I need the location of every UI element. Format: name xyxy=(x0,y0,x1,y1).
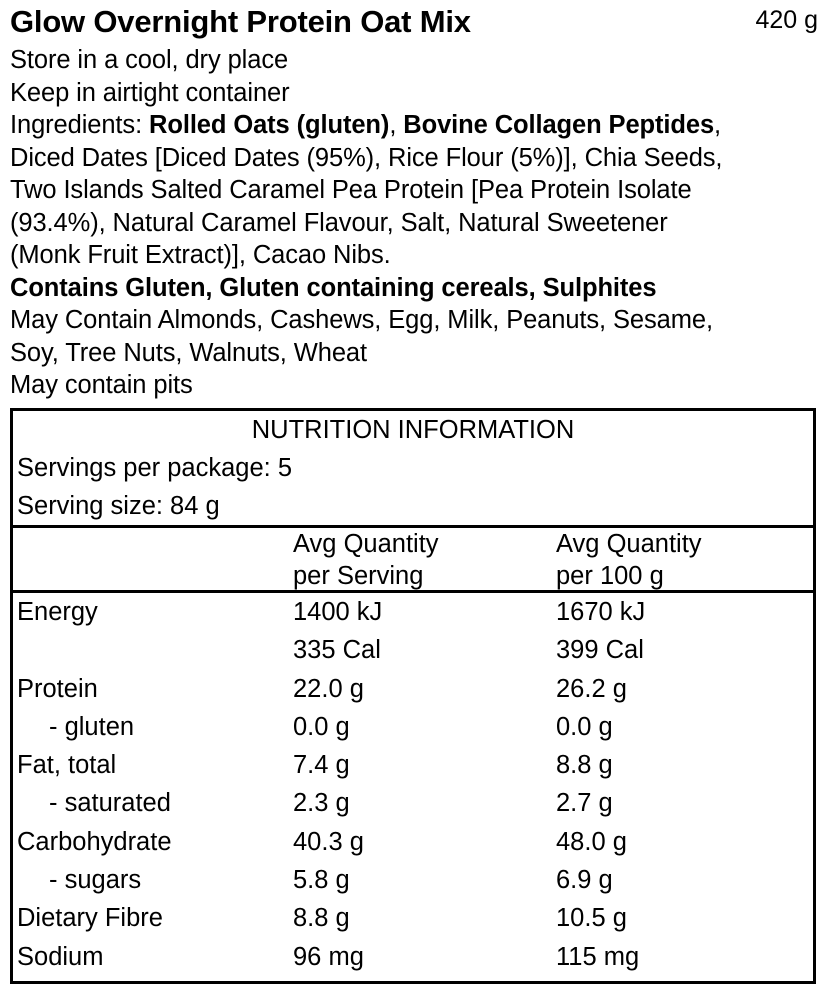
ingredients-line: (Monk Fruit Extract)], Cacao Nibs. xyxy=(10,241,391,269)
per-serving-value: 1400 kJ xyxy=(293,598,383,626)
may-contain-line: Soy, Tree Nuts, Walnuts, Wheat xyxy=(10,338,367,367)
nutrient-name: - sugars xyxy=(49,866,142,895)
nutrition-row: - gluten 0.0 g 0.0 g xyxy=(13,708,813,746)
per-serving-value: 7.4 g xyxy=(293,751,350,780)
ingredient-bold: Bovine Collagen Peptides xyxy=(403,111,715,139)
nutrition-rows: Energy 1400 kJ 1670 kJ 335 Cal 399 Cal Protei… xyxy=(13,593,813,976)
nutrient-name: Dietary Fibre xyxy=(17,904,163,933)
per-serving-value: 40.3 g xyxy=(293,827,364,856)
ingredients-label: Ingredients: xyxy=(10,111,150,139)
per-serving-value: 5.8 g xyxy=(293,866,350,895)
column-headers: Avg Quantity per Serving Avg Quantity pe… xyxy=(13,528,813,590)
product-name: Glow Overnight Protein Oat Mix xyxy=(10,4,471,39)
nutrient-name: Carbohydrate xyxy=(17,827,172,856)
per-serving-value: 335 Cal xyxy=(293,636,381,665)
per-serving-value: 2.3 g xyxy=(293,789,350,818)
nutrition-row: - saturated 2.3 g 2.7 g xyxy=(13,784,813,822)
nutrition-row: Energy 1400 kJ 1670 kJ xyxy=(13,593,813,631)
separator: , xyxy=(389,111,404,139)
nutrition-row: Fat, total 7.4 g 8.8 g xyxy=(13,746,813,784)
serving-size: Serving size: 84 g xyxy=(17,492,220,520)
per-100g-value: 10.5 g xyxy=(556,904,627,933)
per-100g-value: 2.7 g xyxy=(556,789,613,818)
nutrient-name: Fat, total xyxy=(17,751,117,780)
per-100g-value: 6.9 g xyxy=(556,866,613,895)
nutrition-panel: NUTRITION INFORMATION Servings per packa… xyxy=(10,408,816,984)
header-per-100g: Avg Quantity per 100 g xyxy=(556,528,702,592)
nutrition-row: Sodium 96 mg 115 mg xyxy=(13,938,813,976)
contains-statement: Contains Gluten, Gluten containing cerea… xyxy=(10,273,657,302)
storage-line: Keep in airtight container xyxy=(10,78,290,107)
ingredients-line: Two Islands Salted Caramel Pea Protein [… xyxy=(10,176,692,204)
per-serving-value: 22.0 g xyxy=(293,674,364,703)
nutrition-row: Dietary Fibre 8.8 g 10.5 g xyxy=(13,899,813,937)
servings-per-package: Servings per package: 5 xyxy=(17,454,292,482)
ingredients-line: (93.4%), Natural Caramel Flavour, Salt, … xyxy=(10,208,668,237)
per-100g-value: 0.0 g xyxy=(556,712,613,741)
nutrient-name: Sodium xyxy=(17,942,104,971)
ingredients-first-line: Ingredients: Rolled Oats (gluten), Bovin… xyxy=(10,109,820,142)
may-contain-line: May Contain Almonds, Cashews, Egg, Milk,… xyxy=(10,306,713,334)
divider xyxy=(13,525,813,528)
nutrient-name: - saturated xyxy=(49,789,171,818)
per-100g-value: 115 mg xyxy=(556,942,640,971)
label-text: Glow Overnight Protein Oat Mix 420 g Sto… xyxy=(10,0,820,402)
storage-line: Store in a cool, dry place xyxy=(10,46,289,74)
pits-warning: May contain pits xyxy=(10,371,193,399)
ingredients-line: Diced Dates [Diced Dates (95%), Rice Flo… xyxy=(10,143,723,172)
per-100g-value: 48.0 g xyxy=(556,827,627,856)
title-row: Glow Overnight Protein Oat Mix 420 g xyxy=(10,0,820,44)
nutrition-row: - sugars 5.8 g 6.9 g xyxy=(13,861,813,899)
per-serving-value: 96 mg xyxy=(293,942,364,971)
per-100g-value: 1670 kJ xyxy=(556,598,646,626)
per-serving-value: 0.0 g xyxy=(293,712,350,741)
separator: , xyxy=(714,111,722,139)
header-line: per 100 g xyxy=(556,562,664,590)
per-100g-value: 26.2 g xyxy=(556,674,627,703)
header-line: Avg Quantity xyxy=(556,530,702,558)
net-weight: 420 g xyxy=(755,6,818,34)
per-serving-value: 8.8 g xyxy=(293,904,350,933)
ingredient-bold: Rolled Oats (gluten) xyxy=(149,111,390,139)
header-line: per Serving xyxy=(293,562,424,590)
header-per-serving: Avg Quantity per Serving xyxy=(293,528,439,592)
nutrient-name: - gluten xyxy=(49,712,135,741)
nutrition-row: Carbohydrate 40.3 g 48.0 g xyxy=(13,823,813,861)
nutrition-title: NUTRITION INFORMATION xyxy=(251,416,575,444)
nutrient-name: Energy xyxy=(17,598,98,626)
divider xyxy=(13,590,813,593)
header-line: Avg Quantity xyxy=(293,530,439,558)
per-100g-value: 8.8 g xyxy=(556,751,613,780)
nutrition-row: 335 Cal 399 Cal xyxy=(13,631,813,669)
nutrient-name: Protein xyxy=(17,674,98,703)
per-100g-value: 399 Cal xyxy=(556,636,644,665)
nutrition-row: Protein 22.0 g 26.2 g xyxy=(13,670,813,708)
